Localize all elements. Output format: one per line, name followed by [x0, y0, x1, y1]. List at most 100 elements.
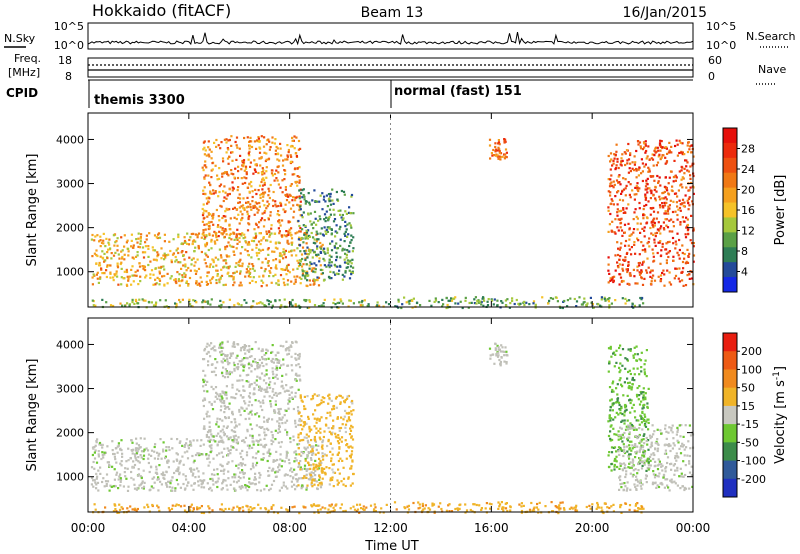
power-cells-cell [258, 140, 261, 143]
vel-cells-cell [628, 444, 631, 447]
power-cells-cell [137, 237, 140, 240]
vel-cells-cell [326, 511, 329, 514]
power-cells-cell [98, 264, 102, 267]
power-cells-cell [675, 267, 678, 270]
power-cells-cell [351, 271, 354, 274]
power-cells-cell [242, 237, 245, 240]
power-cells-cell [687, 197, 690, 200]
vel-cells-cell [246, 444, 249, 447]
power-cells-cell [326, 251, 329, 254]
power-cells-cell [636, 182, 639, 185]
power-cells-cell [262, 191, 265, 194]
power-cells-cell [207, 248, 210, 252]
power-cells-cell [249, 161, 252, 164]
vel-cells-cell [338, 394, 341, 397]
power-cells-cell [647, 170, 650, 173]
power-cells-cell [523, 303, 526, 307]
power-cells-cell [638, 141, 642, 144]
vel-cells-cell [289, 437, 292, 440]
vel-cells-cell [312, 468, 315, 471]
vel-cells-cell [628, 457, 631, 460]
power-cells-cell [101, 272, 104, 275]
power-cells-cell [638, 271, 641, 274]
vel-cells-cell [626, 358, 629, 361]
power-cells-cell [177, 235, 180, 239]
vel-cells-cell [292, 476, 295, 479]
power-cells-cell [505, 156, 508, 159]
power-cells-cell [310, 262, 313, 265]
power-cells-cell [240, 205, 243, 208]
power-cells-cell [255, 163, 258, 166]
vel-cells-cell [226, 354, 229, 357]
vel-cells-cell [500, 350, 503, 353]
power-cells-cell [320, 247, 323, 250]
power-cells-cell [254, 222, 258, 225]
power-cells-cell [627, 282, 630, 286]
vel-cells-cell [296, 374, 299, 377]
power-cells-cell [614, 232, 617, 235]
power-cells-cell [298, 224, 301, 228]
power-cells-cell [296, 184, 299, 187]
vel-cells-cell [238, 379, 241, 382]
vel-cells-cell [260, 361, 264, 364]
power-cells-cell [294, 304, 297, 307]
power-cells-cell [612, 280, 615, 284]
power-cells-cell [262, 195, 265, 198]
power-cells-cell [165, 305, 168, 308]
power-cells-cell [116, 262, 119, 265]
power-cells-cell [682, 177, 685, 180]
power-cells-cell [661, 204, 664, 208]
power-cells-cell [219, 183, 223, 186]
vel-cells-cell [281, 416, 284, 419]
power-cells-cell [116, 264, 119, 267]
vel-cells-cell [320, 402, 323, 405]
power-cells-cell [160, 247, 163, 250]
power-cells-cell [203, 164, 206, 167]
vel-cells-cell [209, 355, 212, 358]
vel-cells-cell [251, 462, 255, 465]
power-cells-cell [241, 161, 244, 164]
vel-cells-cell [310, 471, 313, 474]
power-cells-cell [184, 265, 187, 268]
power-cells-cell [665, 224, 668, 227]
power-cells-cell [265, 230, 268, 233]
vel-cells-cell [530, 501, 533, 505]
vel-cells-cell [257, 388, 261, 392]
power-cells-cell [241, 216, 244, 220]
power-cells-cell [266, 239, 269, 242]
vel-cells-cell [175, 458, 178, 461]
power-cells-cell [209, 184, 212, 187]
power-cells-cell [330, 249, 334, 252]
vel-cells-cell [346, 419, 349, 422]
power-cells-cell [247, 265, 250, 268]
vel-cells-cell [206, 482, 209, 485]
vel-cells-cell [632, 403, 635, 406]
vel-cells-cell [216, 485, 219, 489]
vel-cells-cell [437, 505, 440, 508]
power-cells-cell [232, 277, 235, 280]
power-cells-cell [335, 259, 338, 262]
power-cells-cell [308, 267, 311, 270]
vel-cells-cell [211, 408, 215, 411]
vel-cells-cell [331, 468, 334, 471]
power-cells-cell [301, 268, 304, 271]
power-cells-cell [210, 157, 213, 160]
vel-cells-cell [638, 373, 641, 376]
power-cells-cell [332, 220, 336, 223]
power-cells-cell [342, 217, 345, 220]
vel-cells-cell [221, 487, 224, 490]
vel-cells-cell [258, 425, 261, 429]
vel-cells-cell [340, 480, 343, 483]
vel-cells-cell [226, 435, 229, 438]
power-cells-cell [328, 266, 331, 269]
power-cells-cell [207, 153, 210, 156]
power-cells-cell [597, 303, 600, 306]
power-cells-cell [638, 304, 641, 307]
power-cells-cell [617, 253, 620, 257]
power-cells-cell [185, 280, 188, 283]
vel-cells-cell [312, 466, 315, 469]
vel-cells-cell [175, 469, 178, 472]
vel-cells-cell [171, 476, 174, 479]
power-cells-cell [156, 255, 159, 258]
power-cells-cell [242, 165, 245, 168]
